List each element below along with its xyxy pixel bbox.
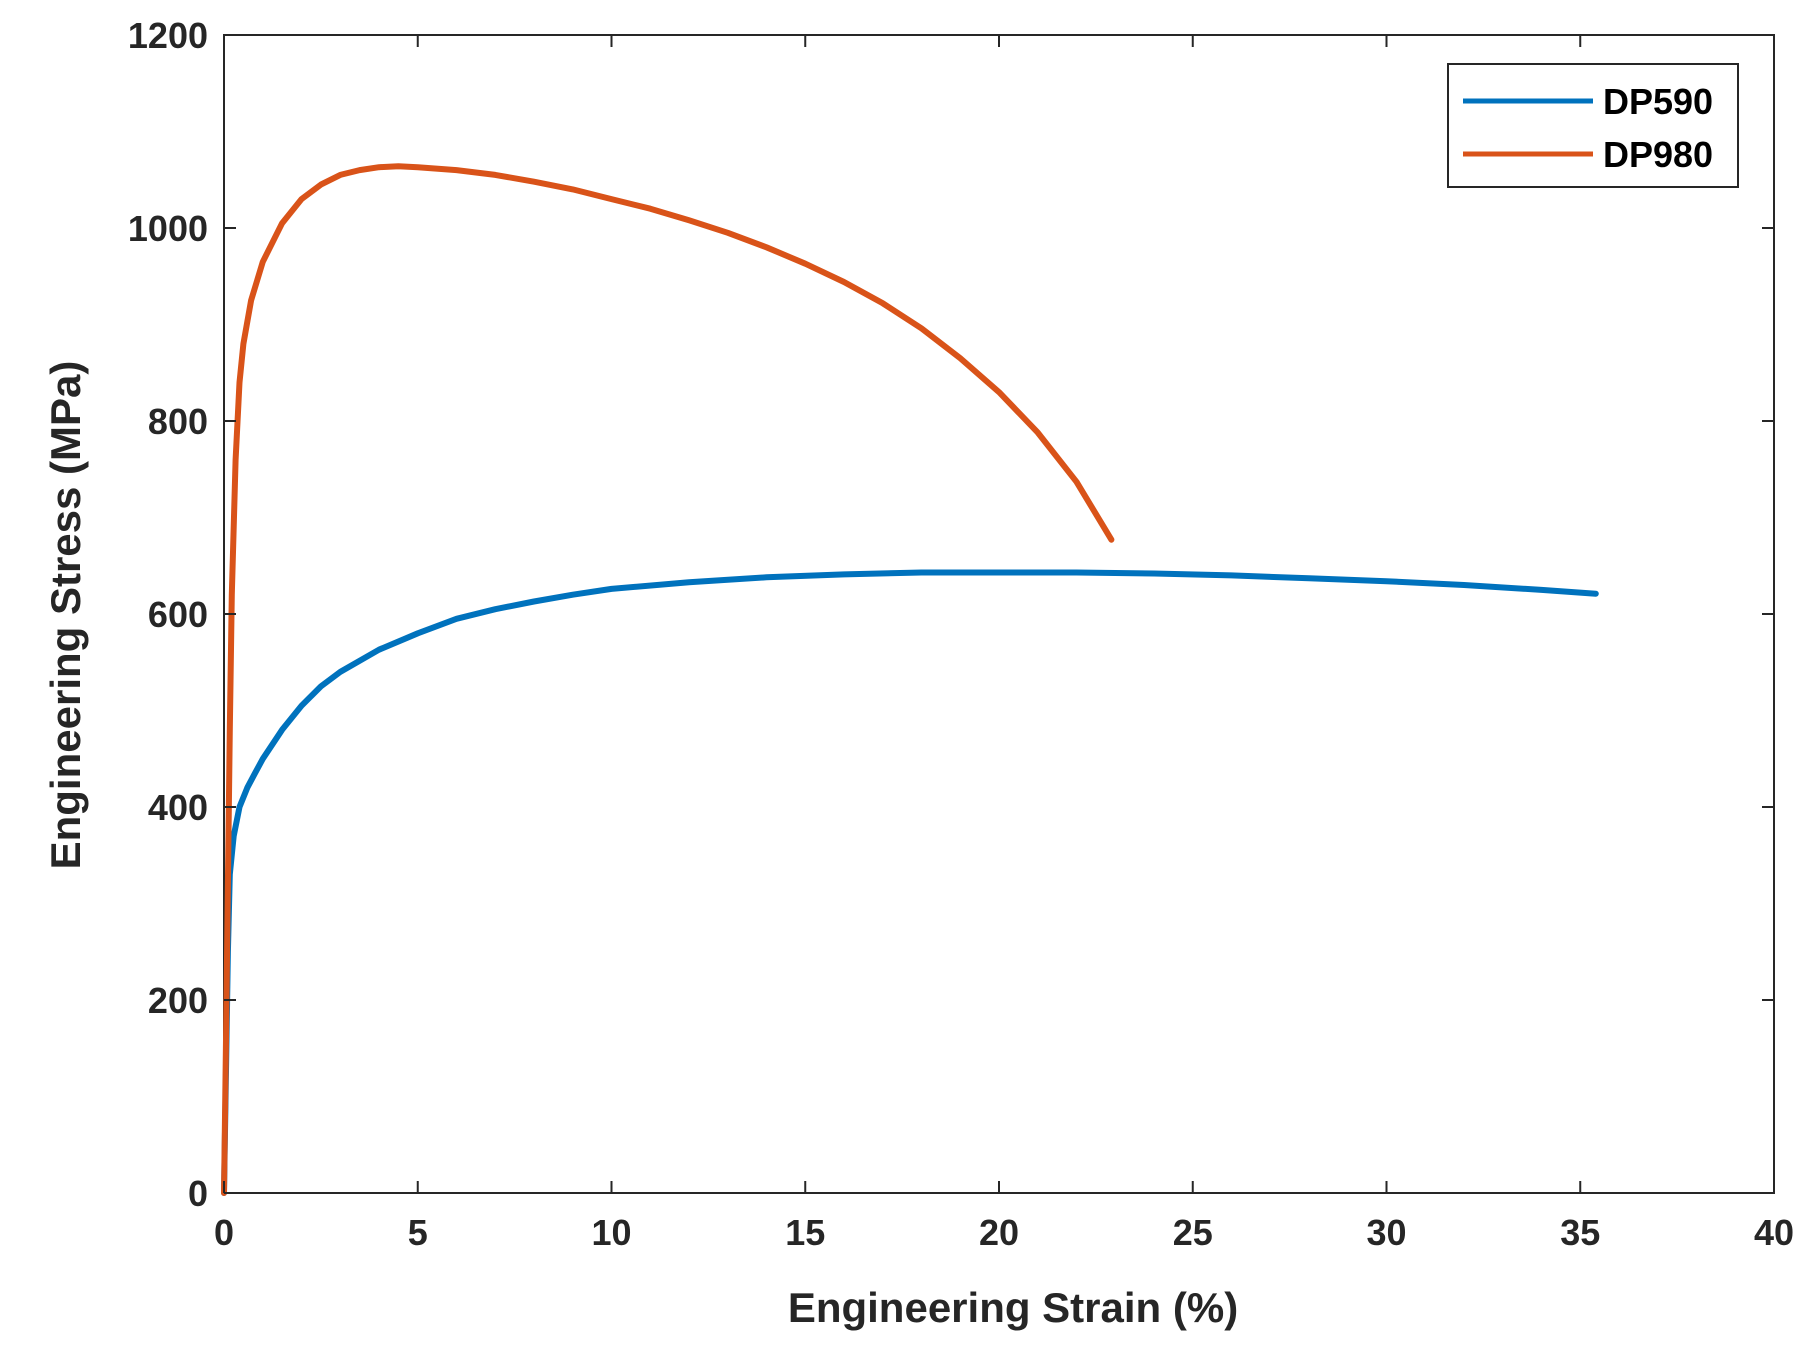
- x-tick-label: 15: [785, 1212, 825, 1253]
- legend-label-dp980: DP980: [1603, 134, 1713, 175]
- series-line-dp590: [221, 569, 1599, 1196]
- series-line-dp980: [221, 163, 1115, 1196]
- x-tick-label: 20: [979, 1212, 1019, 1253]
- x-tick-label: 10: [591, 1212, 631, 1253]
- x-tick-label: 30: [1366, 1212, 1406, 1253]
- legend: DP590 DP980: [1447, 63, 1739, 188]
- x-tick-label: 5: [408, 1212, 428, 1253]
- legend-label-dp590: DP590: [1603, 81, 1713, 122]
- series-layer: [221, 163, 1599, 1196]
- x-tick-label: 35: [1560, 1212, 1600, 1253]
- y-tick-label: 800: [148, 401, 208, 442]
- x-tick-label: 25: [1173, 1212, 1213, 1253]
- y-tick-label: 1200: [128, 15, 208, 56]
- y-tick-label: 0: [188, 1173, 208, 1214]
- y-axis-title: Engineering Stress (MPa): [42, 361, 89, 870]
- y-tick-label: 200: [148, 980, 208, 1021]
- x-axis-title: Engineering Strain (%): [788, 1284, 1238, 1331]
- y-tick-label: 600: [148, 594, 208, 635]
- y-tick-label: 1000: [128, 208, 208, 249]
- x-tick-label: 0: [214, 1212, 234, 1253]
- y-tick-label: 400: [148, 787, 208, 828]
- legend-box: [1447, 63, 1739, 188]
- x-tick-label: 40: [1754, 1212, 1794, 1253]
